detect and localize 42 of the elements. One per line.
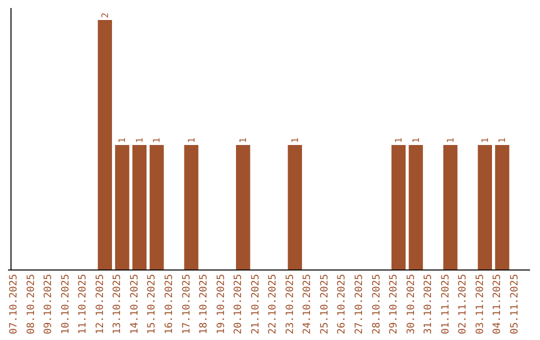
x-tick-label: 19.10.2025 — [216, 274, 227, 334]
x-tick-label: 26.10.2025 — [336, 274, 348, 334]
x-tick-label: 20.10.2025 — [233, 274, 244, 334]
data-label: 1 — [446, 138, 456, 143]
x-tick-label: 30.10.2025 — [406, 274, 417, 334]
x-tick-label: 01.11.2025 — [440, 274, 452, 334]
x-tick-label: 17.10.2025 — [181, 274, 192, 334]
x-tick-label: 04.11.2025 — [492, 274, 504, 334]
x-tick-label: 07.10.2025 — [8, 274, 20, 334]
data-label: 1 — [135, 138, 146, 143]
x-tick-label: 23.10.2025 — [284, 274, 296, 334]
x-tick-label: 29.10.2025 — [388, 274, 400, 334]
x-tick-label: 11.10.2025 — [78, 274, 89, 334]
x-tick-label: 14.10.2025 — [129, 274, 140, 334]
data-label: 1 — [498, 138, 508, 143]
data-label: 2 — [100, 12, 111, 18]
x-tick-label: 15.10.2025 — [146, 274, 158, 334]
data-label: 1 — [187, 138, 198, 143]
x-tick-label: 24.10.2025 — [302, 274, 314, 334]
data-label: 1 — [412, 138, 422, 143]
x-tick-label: 31.10.2025 — [423, 274, 434, 334]
data-label: 1 — [394, 138, 405, 143]
data-label: 1 — [152, 138, 163, 143]
x-tick-label: 22.10.2025 — [268, 274, 279, 334]
x-tick-label: 12.10.2025 — [94, 274, 106, 334]
data-label: 1 — [118, 138, 128, 143]
x-tick-label: 27.10.2025 — [354, 274, 366, 334]
x-tick-label: 25.10.2025 — [319, 274, 330, 334]
x-tick-label: 10.10.2025 — [60, 274, 72, 334]
x-tick-label: 08.10.2025 — [26, 274, 37, 334]
x-tick-label: 02.11.2025 — [458, 274, 469, 334]
x-tick-label: 13.10.2025 — [112, 274, 124, 334]
x-tick-label: 18.10.2025 — [198, 274, 210, 334]
x-tick-label: 03.11.2025 — [474, 274, 486, 334]
data-label: 1 — [239, 138, 250, 143]
x-tick-label: 16.10.2025 — [164, 274, 175, 334]
data-label: 1 — [290, 138, 301, 143]
x-tick-label: 21.10.2025 — [250, 274, 262, 334]
data-label: 1 — [480, 138, 491, 143]
x-tick-label: 28.10.2025 — [371, 274, 382, 334]
x-tick-label: 05.11.2025 — [509, 274, 520, 334]
x-tick-label: 09.10.2025 — [43, 274, 54, 334]
